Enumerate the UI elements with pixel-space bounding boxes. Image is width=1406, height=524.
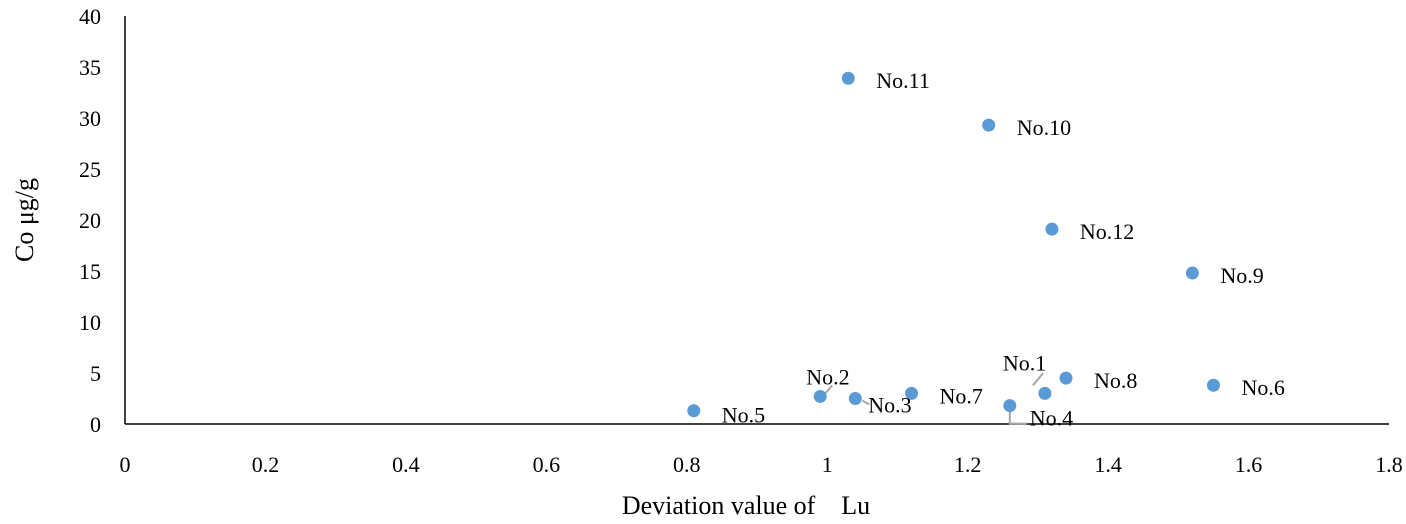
- y-tick-label: 0: [90, 412, 101, 437]
- axes: [124, 16, 1389, 425]
- x-tick-label: 0.2: [252, 452, 280, 477]
- x-axis-title: Deviation value of Lu: [622, 491, 870, 520]
- y-tick-label: 25: [79, 157, 101, 182]
- data-point: [982, 118, 996, 132]
- leader-line: [861, 399, 870, 406]
- data-label: No.7: [939, 383, 982, 408]
- x-tick-label: 1.8: [1375, 452, 1403, 477]
- data-point: [848, 392, 862, 405]
- y-axis-title: Co μg/g: [10, 178, 39, 262]
- y-tick-label: 40: [79, 4, 101, 29]
- data-label: No.11: [876, 68, 930, 93]
- data-label: No.6: [1241, 375, 1284, 400]
- leader-line: [1008, 411, 1027, 425]
- data-label: No.9: [1220, 263, 1263, 288]
- data-label: No.10: [1017, 115, 1071, 140]
- data-points: [687, 71, 1220, 418]
- data-label: No.3: [868, 393, 911, 418]
- data-point: [1206, 378, 1220, 392]
- leader-line: [1032, 372, 1044, 387]
- x-tick-label: 1.6: [1235, 452, 1263, 477]
- data-label: No.1: [1003, 350, 1046, 375]
- x-tick-label: 0.8: [673, 452, 701, 477]
- x-tick-label: 1: [822, 452, 833, 477]
- data-label: No.5: [722, 403, 765, 428]
- y-tick-label: 35: [79, 55, 101, 80]
- y-tick-labels: 0 5 10 15 20 25 30 35 40: [79, 4, 101, 437]
- y-tick-label: 10: [79, 310, 101, 335]
- x-tick-label: 1.4: [1094, 452, 1122, 477]
- x-tick-label: 0.4: [392, 452, 420, 477]
- y-tick-label: 15: [79, 259, 101, 284]
- data-point: [904, 386, 918, 400]
- data-label: No.12: [1080, 219, 1134, 244]
- data-point: [841, 71, 855, 85]
- data-point: [687, 404, 701, 418]
- data-point: [813, 389, 827, 403]
- data-point: [1003, 399, 1017, 413]
- data-label: No.2: [806, 364, 849, 389]
- leader-line: [824, 384, 833, 395]
- data-point: [1038, 386, 1052, 400]
- x-tick-label: 1.2: [954, 452, 982, 477]
- data-labels: No.1 No.2 No.3 No.4 No.5 No.6 No.7 No.8 No.9 No.1…: [722, 68, 1285, 430]
- data-label: No.8: [1094, 368, 1137, 393]
- label-leader-lines: [824, 372, 1044, 425]
- data-point: [1045, 222, 1059, 236]
- y-tick-label: 30: [79, 106, 101, 131]
- data-point: [1185, 266, 1199, 280]
- x-tick-labels: 0 0.2 0.4 0.6 0.8 1 1.2 1.4 1.6 1.8: [120, 452, 1403, 477]
- y-tick-label: 20: [79, 208, 101, 233]
- data-point: [1059, 371, 1073, 385]
- x-tick-label: 0.6: [533, 452, 561, 477]
- data-label: No.4: [1030, 406, 1073, 431]
- x-tick-label: 0: [120, 452, 131, 477]
- y-tick-label: 5: [90, 361, 101, 386]
